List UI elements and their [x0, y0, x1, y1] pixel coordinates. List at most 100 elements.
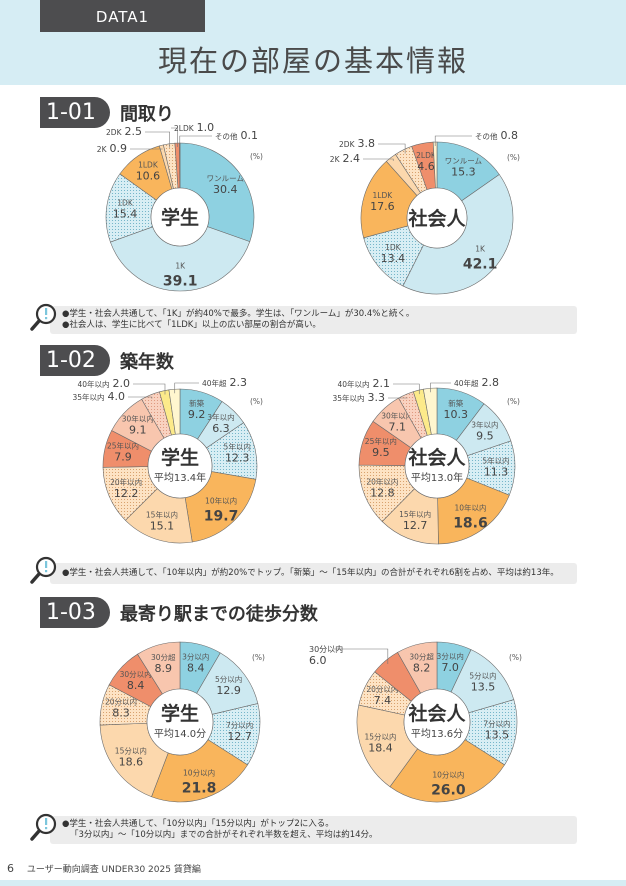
slice-value: 3.8 — [358, 137, 376, 150]
section-number: 1-02 — [40, 345, 110, 376]
slice-label: 新築 — [189, 398, 204, 408]
slice-outside-label: 35年以内 4.0 — [72, 390, 125, 403]
section-header-1-01: 1-01 間取り — [40, 97, 174, 128]
slice-value: 12.3 — [225, 452, 250, 465]
leader-line — [174, 382, 199, 394]
footer-strip — [0, 880, 626, 886]
slice-value: 2.5 — [125, 125, 143, 138]
slice-value: 4.0 — [108, 390, 126, 403]
leader-line — [334, 648, 389, 665]
slice-value: 26.0 — [431, 782, 466, 798]
donut-center-label: 学生 — [161, 206, 199, 229]
slice-value: 7.9 — [114, 451, 132, 464]
donut-average: 平均13.6分 — [411, 728, 463, 740]
slice-label: 2DK — [106, 128, 123, 137]
donut-average: 平均14.0分 — [154, 728, 206, 740]
slice-value: 12.8 — [370, 486, 395, 499]
slice-label: 10年以内 — [205, 496, 237, 506]
slice-value: 39.1 — [163, 273, 198, 289]
slice-label: 1LDK — [138, 161, 159, 170]
slice-label: 7分以内 — [226, 720, 253, 730]
donut-chart-1-03-4: 3分以内8.45分以内12.97分以内12.710分以内21.815分以内18.… — [99, 641, 265, 803]
slice-value: 9.5 — [476, 429, 494, 442]
slice-value: 21.8 — [182, 780, 217, 796]
slice-value: 10.6 — [136, 170, 161, 183]
donut-chart-1-02-3: 新築10.33年以内9.55年以内11.310年以内18.615年以内12.72… — [332, 376, 520, 545]
slice-value: 2.1 — [373, 377, 391, 390]
slice-label: 5分以内 — [469, 671, 496, 681]
slice-label: ワンルーム — [207, 174, 244, 183]
leader-line — [393, 383, 420, 395]
slice-label: 2K — [330, 155, 341, 164]
slice-label: 40年超 — [454, 378, 479, 388]
slice-outside-label: 40年以内 2.1 — [337, 377, 390, 390]
slice-label: 40年以内 — [337, 379, 369, 389]
leader-line — [128, 396, 153, 399]
slice-value: 12.2 — [114, 487, 139, 500]
leader-line — [171, 127, 178, 148]
slice-value: 30.4 — [213, 183, 238, 196]
slice-label: 20分以内 — [366, 684, 398, 694]
donut-hole — [403, 688, 471, 756]
slice-outside-label: 2K 2.4 — [330, 152, 360, 165]
slice-value: 8.2 — [413, 661, 431, 674]
donut-center-label: 社会人 — [407, 702, 466, 725]
slice-label: 30年以内 — [122, 414, 154, 424]
slice-value: 12.7 — [403, 519, 428, 532]
slice-label: 2DK — [339, 140, 356, 149]
section-number: 1-01 — [40, 97, 110, 128]
footer-text: ユーザー動向調査 UNDER30 2025 賃貸編 — [26, 865, 201, 875]
slice-label: 15年以内 — [399, 509, 431, 519]
note-line: ●学生・社会人共通して、「10年以内」が約20%でトップ。「新築」～「15年以内… — [62, 568, 559, 578]
leader-line — [133, 383, 166, 395]
leader-line — [430, 382, 451, 393]
page-footer: 6 ユーザー動向調査 UNDER30 2025 賃貸編 — [7, 862, 201, 875]
slice-value: 7.0 — [441, 661, 459, 674]
note-line: ●学生・社会人共通して、「10分以内」「15分以内」がトップ2に入る。 — [62, 819, 334, 829]
note-line: ●学生・社会人共通して、「1K」が約40%で最多。学生は、「ワンルーム」が30.… — [62, 309, 415, 319]
slice-label: 2LDK — [416, 151, 437, 160]
leader-line — [179, 135, 212, 148]
slice-value: 12.9 — [216, 684, 241, 697]
slice-label: その他 — [215, 131, 238, 141]
slice-label: 1K — [175, 261, 186, 270]
slice-label: 20年以内 — [366, 476, 398, 486]
donut-hole — [147, 433, 213, 499]
slice-label: 10分以内 — [432, 769, 464, 779]
slice-outside-label: 2DK 3.8 — [339, 137, 375, 150]
slice-label: 10年以内 — [454, 503, 486, 513]
unit-label: (%) — [507, 397, 520, 406]
section-header-1-02: 1-02 築年数 — [40, 345, 174, 376]
slice-value: 8.3 — [112, 707, 130, 720]
slice-value: 9.5 — [372, 446, 390, 459]
slice-label: 40年超 — [202, 378, 227, 388]
slice-value: 0.9 — [110, 142, 128, 155]
slice-label: 20分以内 — [105, 697, 137, 707]
slice-label: 5年以内 — [482, 456, 509, 466]
slice-outside-label: 35年以内 3.3 — [332, 391, 385, 404]
magnifier-icon — [30, 556, 57, 584]
slice-value: 15.3 — [451, 165, 476, 178]
slice-value: 2.3 — [230, 376, 248, 389]
donut-average: 平均13.4年 — [154, 471, 206, 484]
slice-outside-label: 2DK 2.5 — [106, 125, 142, 138]
section-title: 間取り — [119, 103, 174, 125]
slice-outside-label: 40年以内 2.0 — [77, 377, 130, 390]
slice-value: 0.1 — [241, 129, 259, 142]
magnifier-icon — [30, 303, 57, 331]
slice-value: 12.7 — [227, 730, 252, 743]
section-number: 1-03 — [40, 597, 110, 628]
donut-center-label: 社会人 — [407, 207, 466, 230]
slice-value: 19.7 — [204, 509, 239, 525]
slice-label: 1DK — [117, 198, 134, 207]
slice-value: 17.6 — [370, 200, 395, 213]
slice-label: 1K — [475, 244, 486, 253]
note-line: ●社会人は、学生に比べて「1LDK」以上の広い部屋の割合が高い。 — [62, 320, 321, 330]
slice-outside-label: その他 0.8 — [475, 129, 518, 142]
slice-value: 15.1 — [150, 520, 175, 533]
unit-label: (%) — [250, 397, 263, 406]
slice-label: 7分以内 — [483, 719, 510, 729]
